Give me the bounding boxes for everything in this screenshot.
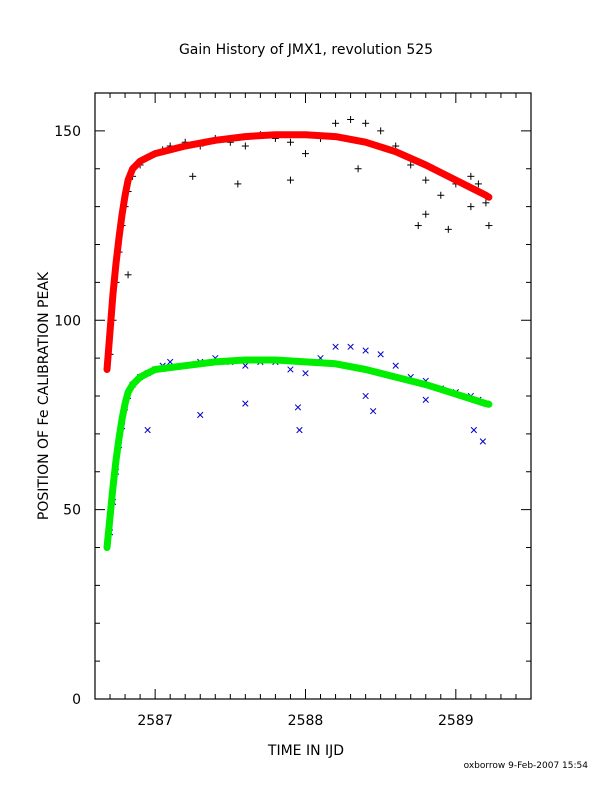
data-point-plus [354, 165, 362, 173]
data-point-x [422, 396, 429, 403]
data-point-x [294, 404, 302, 411]
marker-stroke [369, 407, 377, 415]
marker-stroke [362, 392, 369, 400]
data-point-plus [301, 150, 309, 158]
marker-stroke [362, 347, 369, 354]
data-point-x [347, 343, 354, 350]
marker-stroke [347, 343, 354, 350]
data-point-x [242, 362, 249, 369]
marker-stroke [332, 343, 339, 350]
marker-stroke [377, 351, 384, 358]
marker-stroke [167, 358, 174, 366]
data-point-plus [485, 222, 493, 230]
axis-ticks: 2587 2588 2589 0 50 100 150 [54, 92, 532, 729]
data-point-x [362, 392, 369, 400]
marker-stroke [422, 396, 429, 403]
data-point-plus [467, 172, 475, 180]
data-point-x [287, 366, 294, 373]
marker-stroke [144, 426, 151, 434]
y-tick-label: 100 [54, 313, 81, 329]
y-tick-label: 150 [54, 124, 81, 140]
data-point-plus [444, 225, 452, 233]
data-point-plus [234, 180, 242, 188]
data-point-x [332, 343, 339, 350]
marker-stroke [294, 404, 302, 411]
data-point-plus [362, 119, 370, 127]
x-tick-label: 2587 [137, 713, 173, 729]
data-point-x [392, 362, 399, 369]
data-point-plus [241, 142, 249, 150]
data-point-plus [286, 138, 294, 146]
data-point-x [377, 351, 384, 358]
data-point-x [479, 438, 487, 445]
x-axis-label: TIME IN IJD [267, 743, 344, 759]
data-point-plus [124, 271, 132, 279]
data-point-x [369, 407, 377, 415]
data-point-x [302, 370, 309, 377]
data-point-x [167, 358, 174, 366]
footer-stamp: oxborrow 9-Feb-2007 15:54 [464, 761, 589, 771]
data-point-x [296, 426, 303, 434]
x-tick-label: 2589 [438, 713, 474, 729]
data-layer [103, 116, 493, 551]
data-point-plus [332, 119, 340, 127]
marker-stroke [242, 400, 249, 407]
data-point-plus [474, 180, 482, 188]
marker-stroke [479, 438, 487, 445]
data-point-plus [414, 222, 422, 230]
data-point-x [197, 411, 204, 419]
data-point-plus [377, 127, 385, 135]
marker-stroke [392, 362, 399, 369]
data-point-plus [467, 203, 475, 211]
marker-stroke [302, 370, 309, 377]
y-tick-label: 50 [63, 503, 81, 519]
fit-curve-green [103, 356, 493, 551]
data-point-plus [422, 210, 430, 218]
data-point-plus [422, 176, 430, 184]
data-point-x [470, 426, 478, 434]
y-tick-label: 0 [72, 692, 81, 708]
data-point-plus [189, 172, 197, 180]
data-point-plus [286, 176, 294, 184]
marker-stroke [287, 366, 294, 373]
chart-title: Gain History of JMX1, revolution 525 [179, 42, 433, 58]
data-point-plus [437, 191, 445, 199]
data-point-x [144, 426, 151, 434]
fit-curve-red [103, 131, 493, 373]
data-point-plus [482, 199, 490, 207]
data-point-plus [347, 116, 355, 124]
data-point-plus [407, 161, 415, 169]
x-tick-label: 2588 [288, 713, 324, 729]
marker-stroke [242, 362, 249, 369]
y-axis-label: POSITION OF Fe CALIBRATION PEAK [36, 271, 52, 520]
marker-stroke [197, 411, 204, 419]
marker-stroke [470, 426, 478, 434]
data-point-x [362, 347, 369, 354]
marker-stroke [296, 426, 303, 434]
data-point-x [242, 400, 249, 407]
